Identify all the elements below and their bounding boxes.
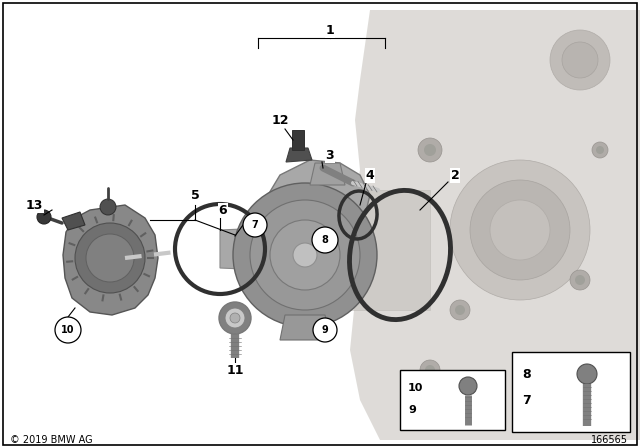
Circle shape bbox=[470, 180, 570, 280]
Circle shape bbox=[459, 377, 477, 395]
Polygon shape bbox=[62, 212, 85, 230]
Circle shape bbox=[450, 160, 590, 300]
Circle shape bbox=[455, 305, 465, 315]
Text: 8: 8 bbox=[522, 367, 531, 380]
Polygon shape bbox=[280, 315, 330, 340]
Text: 10: 10 bbox=[61, 325, 75, 335]
Circle shape bbox=[75, 223, 145, 293]
Circle shape bbox=[293, 243, 317, 267]
Circle shape bbox=[55, 317, 81, 343]
Polygon shape bbox=[255, 160, 370, 320]
Circle shape bbox=[424, 144, 436, 156]
Polygon shape bbox=[345, 10, 640, 440]
Circle shape bbox=[230, 313, 240, 323]
Text: 13: 13 bbox=[26, 198, 43, 211]
Circle shape bbox=[550, 30, 610, 90]
Bar bbox=[400, 370, 505, 430]
Circle shape bbox=[425, 365, 435, 375]
Circle shape bbox=[225, 308, 245, 328]
Text: 8: 8 bbox=[321, 235, 328, 245]
Circle shape bbox=[532, 362, 548, 378]
Circle shape bbox=[100, 199, 116, 215]
Text: © 2019 BMW AG: © 2019 BMW AG bbox=[10, 435, 93, 445]
Text: 9: 9 bbox=[408, 405, 416, 415]
Circle shape bbox=[243, 213, 267, 237]
Text: 10: 10 bbox=[408, 383, 424, 393]
Circle shape bbox=[536, 366, 544, 374]
Bar bbox=[292, 130, 304, 150]
Bar bbox=[512, 352, 630, 432]
Circle shape bbox=[562, 42, 598, 78]
Text: 2: 2 bbox=[451, 168, 460, 181]
Circle shape bbox=[450, 300, 470, 320]
Text: 3: 3 bbox=[326, 148, 334, 161]
Circle shape bbox=[490, 200, 550, 260]
Text: 7: 7 bbox=[522, 393, 531, 406]
Polygon shape bbox=[286, 148, 312, 162]
Text: 12: 12 bbox=[271, 113, 289, 126]
Circle shape bbox=[418, 138, 442, 162]
Circle shape bbox=[312, 227, 338, 253]
Circle shape bbox=[37, 210, 51, 224]
Text: 5: 5 bbox=[191, 189, 200, 202]
Polygon shape bbox=[220, 228, 265, 270]
Circle shape bbox=[420, 360, 440, 380]
Text: 1: 1 bbox=[326, 23, 334, 36]
Polygon shape bbox=[63, 205, 158, 315]
Circle shape bbox=[596, 146, 604, 154]
Circle shape bbox=[577, 364, 597, 384]
Text: 7: 7 bbox=[252, 220, 259, 230]
Circle shape bbox=[592, 142, 608, 158]
Text: 4: 4 bbox=[365, 168, 374, 181]
Circle shape bbox=[86, 234, 134, 282]
Text: 166565: 166565 bbox=[591, 435, 628, 445]
Circle shape bbox=[270, 220, 340, 290]
Polygon shape bbox=[310, 163, 345, 185]
Circle shape bbox=[219, 302, 251, 334]
Bar bbox=[350, 190, 430, 310]
Circle shape bbox=[250, 200, 360, 310]
Text: 6: 6 bbox=[219, 203, 227, 216]
Text: 11: 11 bbox=[227, 363, 244, 376]
Text: 9: 9 bbox=[322, 325, 328, 335]
Circle shape bbox=[233, 183, 377, 327]
Circle shape bbox=[575, 275, 585, 285]
Circle shape bbox=[313, 318, 337, 342]
Circle shape bbox=[570, 270, 590, 290]
